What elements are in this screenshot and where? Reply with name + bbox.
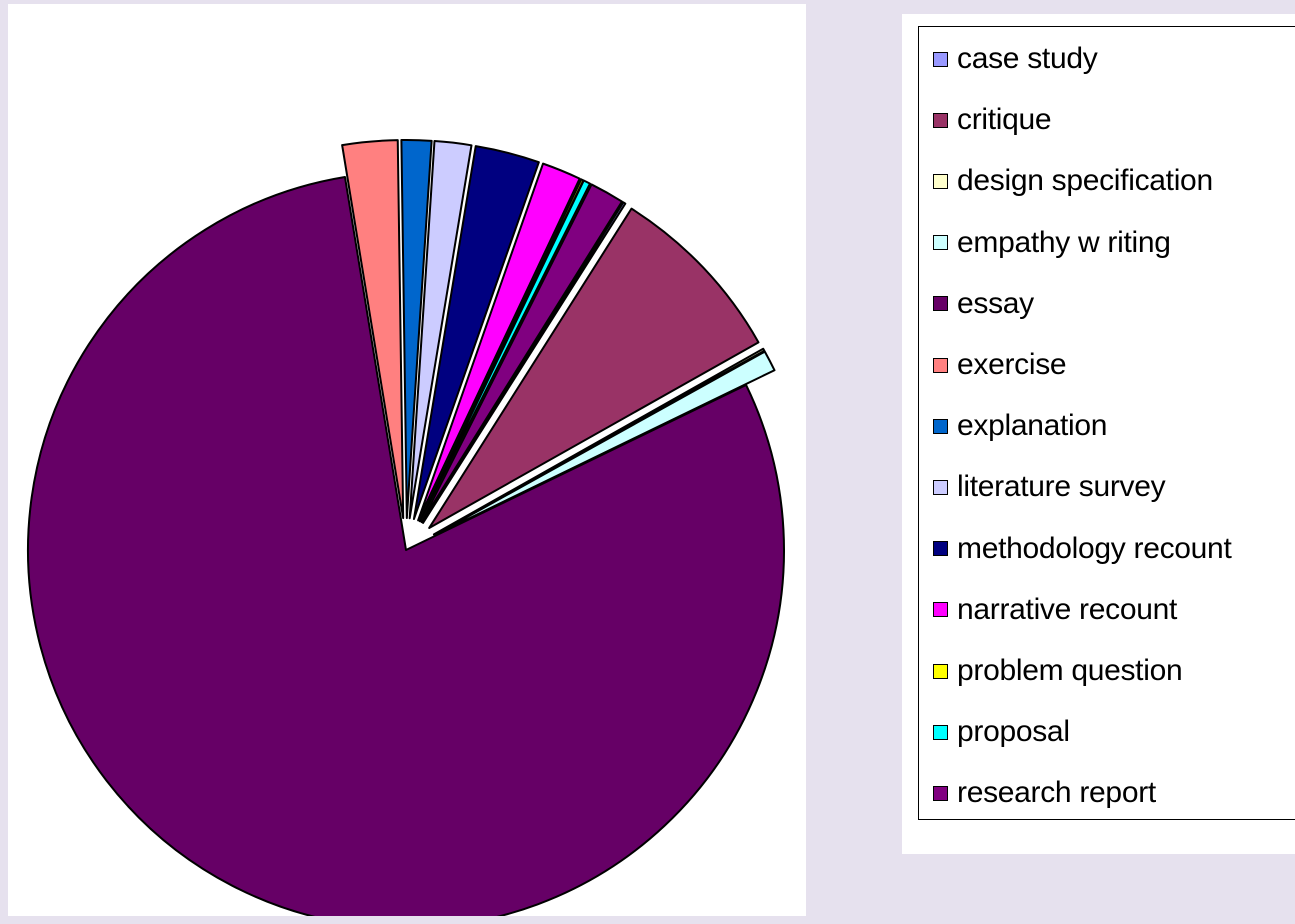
legend-item: design specification (933, 161, 1213, 201)
pie-slice-essay (26, 175, 785, 916)
pie-slice-exercise (341, 139, 405, 520)
legend-swatch (933, 51, 948, 67)
legend-label: narrative recount (957, 592, 1178, 626)
legend-label: case study (957, 42, 1098, 75)
pie-slice-proposal (419, 179, 591, 523)
legend-swatch (933, 541, 948, 557)
legend-item: problem question (933, 651, 1183, 691)
legend-label: exercise (957, 348, 1067, 381)
pie-slice-critique (428, 207, 760, 529)
legend: case study critique design specification em… (918, 26, 1295, 820)
legend-item: methodology recount (933, 529, 1232, 569)
pie-slice-case-study (422, 201, 627, 524)
plot-area (8, 4, 806, 916)
legend-item: empathy w riting (933, 223, 1171, 263)
legend-label: essay (957, 286, 1034, 320)
legend-item: research report (933, 773, 1156, 813)
legend-label: design specification (957, 164, 1213, 198)
legend-swatch (933, 357, 948, 373)
legend-item: proposal (933, 712, 1070, 752)
legend-item: critique (933, 100, 1052, 140)
legend-label: problem question (957, 654, 1183, 687)
legend-label: proposal (957, 715, 1070, 749)
pie-slice-empathy-w-riting (433, 350, 776, 537)
pie-chart (26, 139, 785, 916)
legend-item: explanation (933, 406, 1107, 446)
legend-label: research report (957, 776, 1156, 810)
legend-swatch (933, 724, 948, 740)
legend-item: literature survey (933, 467, 1166, 507)
legend-swatch (933, 173, 948, 189)
legend-swatch (933, 296, 948, 312)
legend-swatch (933, 663, 948, 679)
legend-swatch (933, 235, 948, 251)
pie-slice-narrative-recount (417, 162, 581, 522)
legend-label: explanation (957, 409, 1108, 443)
legend-item: case study (933, 39, 1098, 79)
legend-label: critique (957, 103, 1052, 137)
legend-label: methodology recount (957, 531, 1232, 565)
pie-slice-research-report (420, 183, 623, 524)
legend-label: literature survey (957, 470, 1166, 504)
legend-item: essay (933, 284, 1034, 324)
legend-swatch (933, 479, 948, 495)
legend-swatch (933, 602, 948, 618)
legend-label: empathy w riting (957, 225, 1171, 259)
pie-slice-literature-survey (408, 140, 473, 520)
pie-slice-explanation (400, 139, 433, 520)
legend-swatch (933, 785, 948, 801)
legend-swatch (933, 112, 948, 128)
legend-swatch (933, 418, 948, 434)
pie-slice-methodology-recount (412, 145, 540, 520)
legend-item: narrative recount (933, 590, 1177, 630)
legend-item: exercise (933, 345, 1067, 385)
